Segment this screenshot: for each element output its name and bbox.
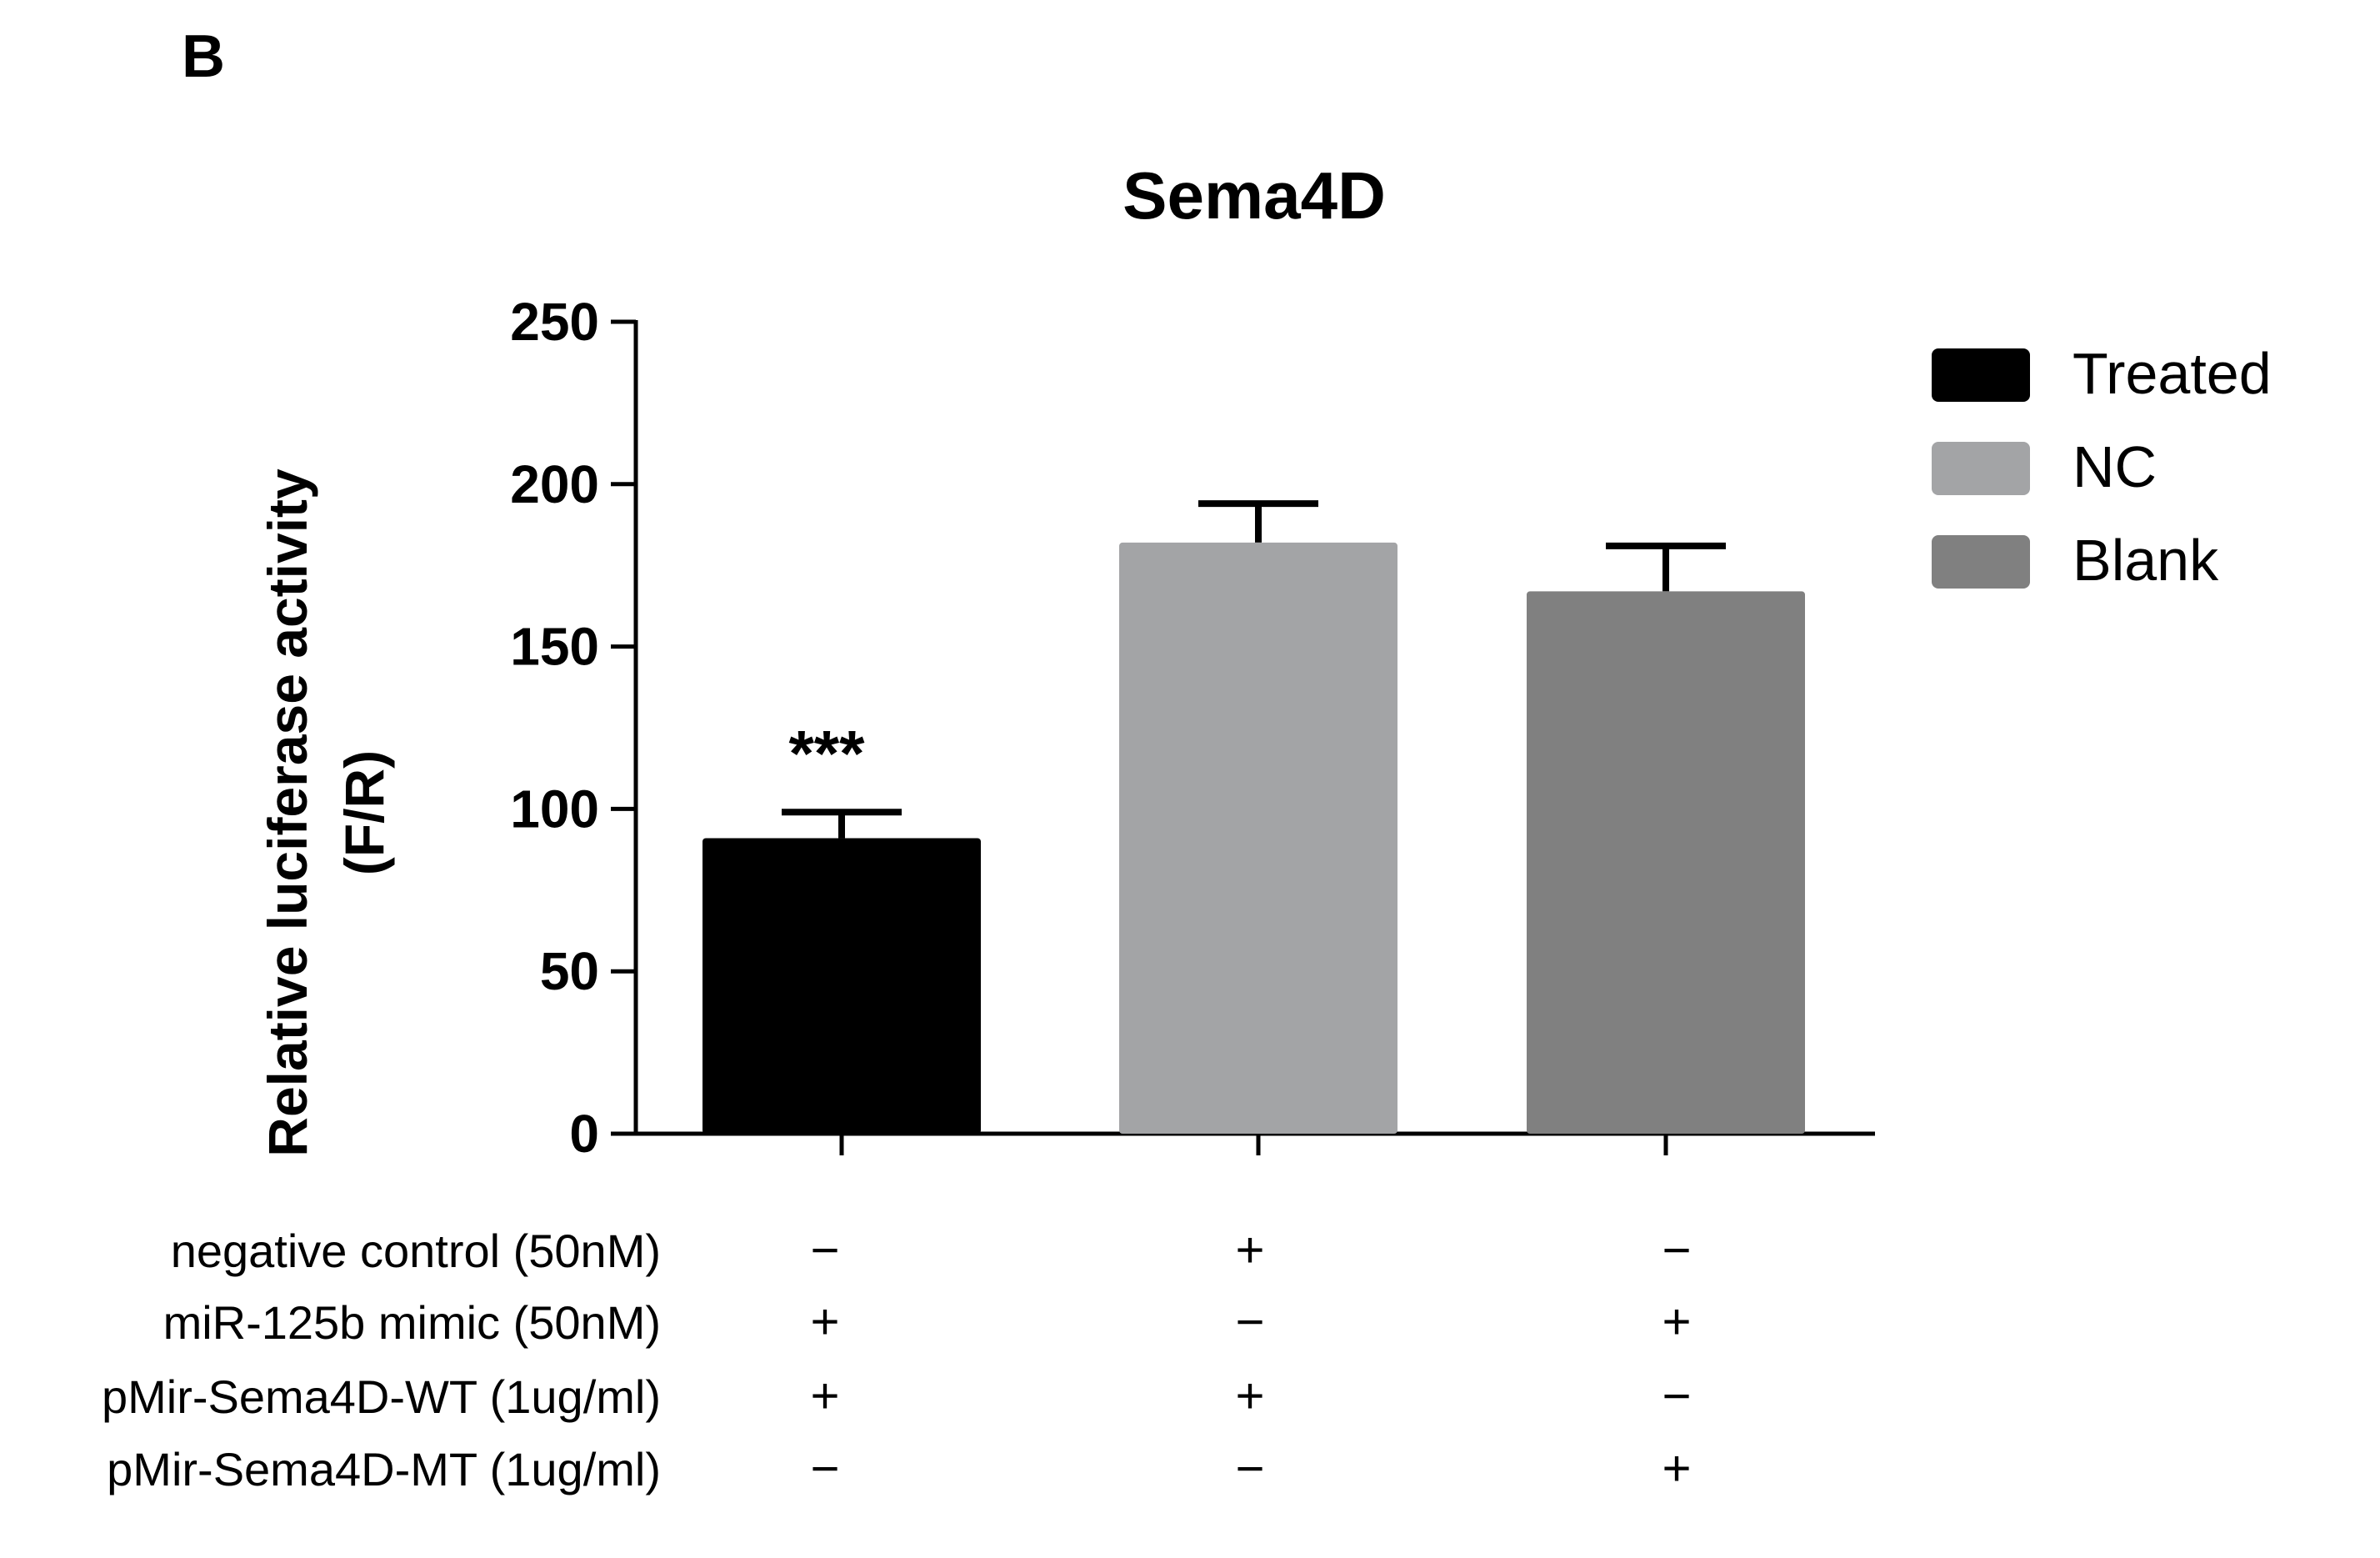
- y-axis-label: Relative luciferase activity (F/R): [257, 468, 395, 1157]
- condition-row-label: pMir-Sema4D-WT (1ug/ml): [102, 1370, 661, 1423]
- y-axis-label-line2: (F/R): [333, 750, 395, 875]
- chart-title: Sema4D: [1122, 158, 1386, 233]
- condition-sign: +: [1662, 1440, 1691, 1496]
- y-tick-label: 250: [510, 292, 599, 352]
- significance-annotation: ***: [788, 716, 865, 789]
- y-tick-label: 200: [510, 454, 599, 514]
- condition-sign: +: [1235, 1222, 1264, 1278]
- bar-blank: [1527, 591, 1805, 1134]
- condition-sign: −: [810, 1440, 839, 1496]
- condition-row-label: pMir-Sema4D-MT (1ug/ml): [107, 1443, 661, 1495]
- bar-nc: [1119, 542, 1398, 1134]
- y-tick-label: 50: [540, 941, 599, 1001]
- condition-sign: −: [1235, 1294, 1264, 1350]
- bars: ***: [702, 500, 1805, 1134]
- condition-table: negative control (50nM) − + − miR-125b mimic…: [102, 1222, 1692, 1496]
- legend-label-blank: Blank: [2072, 528, 2219, 593]
- condition-sign: −: [1662, 1222, 1691, 1278]
- bar-treated: [702, 838, 981, 1134]
- condition-sign: +: [810, 1368, 839, 1424]
- legend-swatch-nc: [1932, 442, 2030, 495]
- condition-row-label: negative control (50nM): [171, 1225, 661, 1277]
- legend-label-treated: Treated: [2072, 341, 2272, 406]
- condition-sign: −: [1662, 1368, 1691, 1424]
- condition-sign: −: [1235, 1440, 1264, 1496]
- panel-label: B: [182, 23, 225, 90]
- condition-sign: +: [1662, 1294, 1691, 1350]
- y-tick-label: 100: [510, 779, 599, 839]
- y-tick-label: 0: [569, 1104, 599, 1164]
- legend-swatch-treated: [1932, 348, 2030, 402]
- legend-label-nc: NC: [2072, 434, 2157, 499]
- condition-row-label: miR-125b mimic (50nM): [163, 1296, 661, 1349]
- y-tick-label: 150: [510, 617, 599, 677]
- y-axis-label-line1: Relative luciferase activity: [257, 468, 318, 1157]
- legend-swatch-blank: [1932, 535, 2030, 589]
- axes: 0 50 100 150 200 250: [510, 292, 1875, 1164]
- legend: Treated NC Blank: [1932, 341, 2272, 593]
- condition-sign: +: [810, 1294, 839, 1350]
- condition-sign: +: [1235, 1368, 1264, 1424]
- condition-sign: −: [810, 1222, 839, 1278]
